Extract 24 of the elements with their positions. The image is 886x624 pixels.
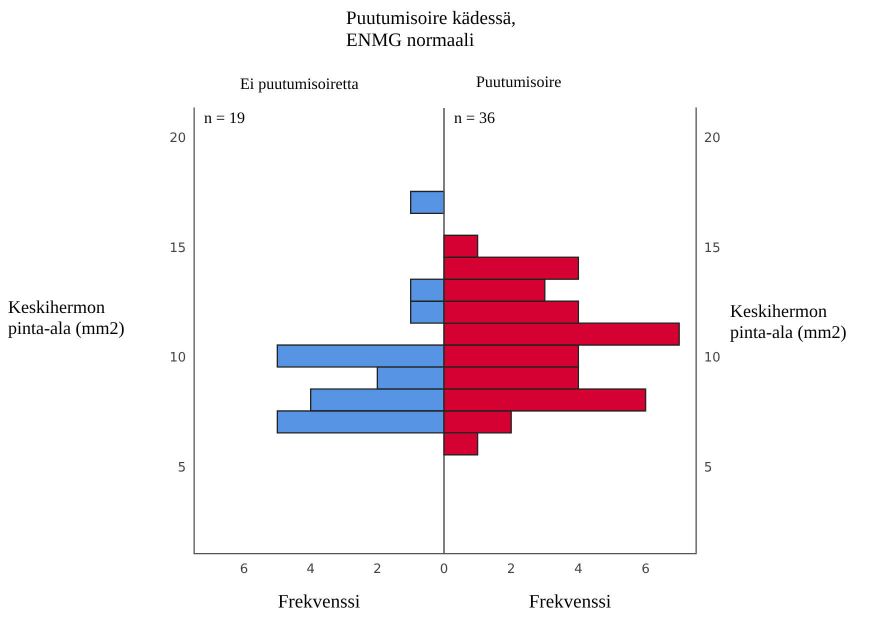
y-tick-label: 20 [704, 131, 721, 146]
annotation: n = 19 [204, 110, 246, 128]
x-axis-title: Frekvenssi [528, 592, 612, 613]
y-tick-label: 15 [169, 240, 186, 256]
x-tick-label: 4 [306, 562, 315, 577]
y-tick-label: 10 [704, 350, 721, 366]
y-axis-title: Keskihermon pinta-ala (mm2) [730, 301, 846, 343]
y-tick-label: 5 [178, 460, 186, 476]
y-axis-title: Keskihermon pinta-ala (mm2) [8, 297, 124, 339]
y-tick-label: 15 [704, 240, 721, 256]
y-tick-label: 10 [169, 350, 186, 366]
annotation: n = 36 [454, 110, 496, 128]
y-tick-label: 5 [704, 460, 712, 476]
x-tick-label: 0 [440, 562, 448, 577]
y-tick-label: 20 [169, 131, 186, 146]
x-tick-label: 2 [373, 562, 382, 577]
chart-subtitle: Puutumisoire [476, 74, 562, 92]
x-tick-label: 4 [574, 562, 583, 577]
x-axis-title: Frekvenssi [278, 592, 360, 613]
chart-subtitle: Ei puutumisoiretta [240, 76, 359, 94]
x-tick-label: 2 [507, 562, 516, 577]
x-tick-label: 6 [240, 562, 248, 577]
x-tick-label: 6 [641, 562, 650, 577]
chart-title: Puutumisoire kädessä, ENMG normaali [346, 8, 516, 52]
